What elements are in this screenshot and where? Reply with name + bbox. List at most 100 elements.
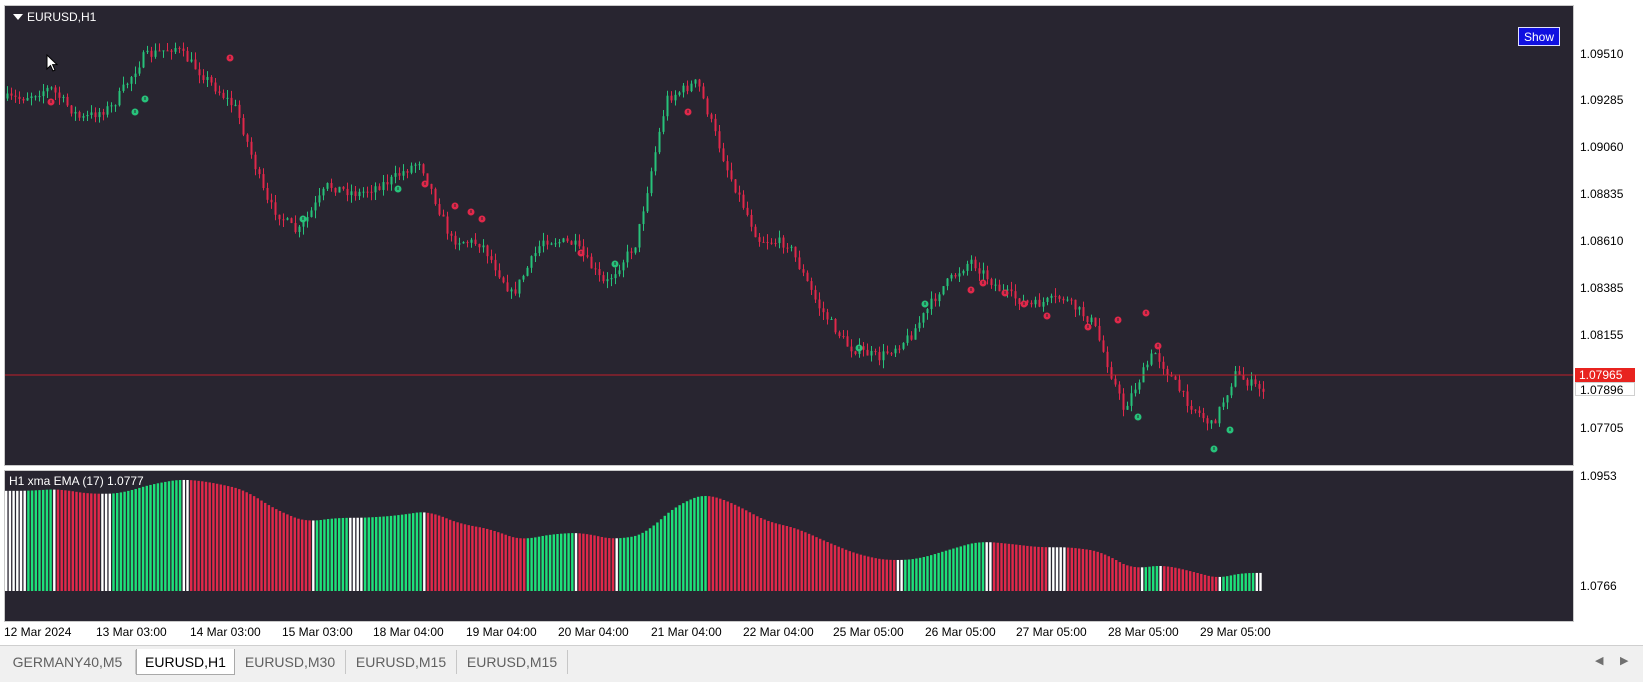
- histogram-bar: [1052, 547, 1055, 591]
- histogram-bar: [493, 531, 496, 591]
- candle: [962, 269, 965, 276]
- candle: [750, 209, 753, 232]
- candle: [1138, 379, 1141, 394]
- histogram-bar: [282, 512, 285, 591]
- histogram-bar: [1026, 545, 1029, 591]
- histogram-bar: [785, 526, 789, 591]
- histogram-bar: [1029, 546, 1033, 591]
- histogram-bar: [589, 534, 592, 591]
- candle: [130, 75, 133, 92]
- histogram-bar: [375, 517, 378, 591]
- candle: [562, 237, 565, 243]
- histogram-bar: [56, 489, 60, 591]
- histogram-bar: [227, 486, 230, 591]
- candle: [362, 187, 365, 198]
- buy-signal-icon: [611, 260, 619, 268]
- scroll-right-icon[interactable]: ▶: [1620, 655, 1629, 667]
- time-axis-label: 13 Mar 03:00: [96, 625, 167, 639]
- candle: [774, 238, 777, 247]
- candle: [166, 42, 169, 52]
- histogram-bar: [1140, 567, 1144, 591]
- candle: [406, 168, 409, 179]
- show-button[interactable]: Show: [1518, 27, 1560, 46]
- histogram-bar: [1233, 574, 1236, 591]
- histogram-bar: [42, 489, 45, 591]
- candle: [798, 250, 801, 270]
- candle: [290, 217, 293, 224]
- candle: [934, 293, 937, 307]
- bid-price-tag: 1.07896: [1575, 382, 1635, 397]
- histogram-bar: [1192, 572, 1196, 591]
- histogram-bar: [449, 519, 452, 591]
- histogram-bar: [815, 537, 818, 591]
- histogram-bar: [981, 542, 985, 591]
- candle: [86, 110, 89, 122]
- histogram-bar: [201, 481, 204, 591]
- candle: [458, 237, 461, 251]
- chart-tab[interactable]: EURUSD,M30: [235, 650, 346, 674]
- candle: [618, 264, 621, 277]
- histogram-bar: [1089, 549, 1092, 591]
- candle: [466, 240, 469, 248]
- sell-signal-icon: [684, 108, 692, 116]
- dropdown-triangle-icon[interactable]: [13, 14, 23, 20]
- candle: [1050, 293, 1053, 304]
- candle: [42, 83, 45, 104]
- histogram-bar: [482, 528, 485, 591]
- histogram-bar: [415, 512, 419, 591]
- candle: [522, 274, 525, 283]
- candle: [1182, 390, 1185, 397]
- histogram-bar: [556, 534, 559, 591]
- candle: [1126, 401, 1129, 410]
- histogram-bar: [626, 537, 629, 591]
- indicator-title: H1 xma EMA (17) 1.0777: [9, 474, 144, 488]
- candle: [14, 89, 17, 103]
- histogram-bar: [571, 533, 574, 591]
- candle: [1114, 375, 1117, 387]
- candle: [722, 142, 725, 163]
- histogram-bar: [774, 523, 777, 591]
- scroll-left-icon[interactable]: ◀: [1595, 655, 1604, 667]
- candle: [834, 318, 837, 335]
- candle: [94, 107, 97, 123]
- histogram-bar: [648, 528, 652, 591]
- candle: [1046, 296, 1049, 306]
- candle: [790, 244, 793, 252]
- histogram-bar: [234, 487, 237, 591]
- histogram-bar: [382, 516, 385, 591]
- candle: [958, 267, 961, 282]
- chart-symbol-title[interactable]: EURUSD,H1: [13, 10, 96, 24]
- histogram-bar: [486, 528, 489, 591]
- indicator-panel[interactable]: H1 xma EMA (17) 1.0777: [4, 470, 1574, 622]
- histogram-bar: [101, 493, 104, 591]
- chart-tab[interactable]: GERMANY40,M5: [0, 650, 136, 674]
- histogram-bar: [1004, 543, 1007, 591]
- histogram-bar: [341, 517, 345, 591]
- candle: [686, 80, 689, 95]
- candle: [554, 238, 557, 248]
- histogram-bar: [1059, 547, 1062, 591]
- candle: [82, 113, 85, 122]
- chart-tab[interactable]: EURUSD,M15: [457, 650, 568, 674]
- candle: [1178, 374, 1181, 393]
- histogram-bar: [319, 520, 322, 591]
- histogram-bar: [460, 523, 463, 591]
- chart-tab[interactable]: EURUSD,H1: [136, 649, 235, 675]
- main-chart[interactable]: EURUSD,H1 Show: [4, 5, 1574, 466]
- candle: [950, 273, 953, 282]
- candle: [6, 86, 9, 101]
- histogram-bar: [674, 507, 678, 591]
- price-axis-label: 1.08610: [1580, 234, 1624, 248]
- histogram-bar: [1248, 573, 1251, 591]
- histogram-bar: [830, 543, 833, 591]
- candle: [874, 348, 877, 356]
- chart-tab[interactable]: EURUSD,M15: [346, 650, 457, 674]
- histogram-bar: [1033, 546, 1036, 591]
- candle: [690, 80, 693, 93]
- candle: [970, 255, 973, 271]
- histogram-bar: [67, 490, 71, 591]
- histogram-bar: [1111, 558, 1114, 591]
- histogram-bar: [156, 483, 160, 591]
- histogram-bar: [1103, 554, 1107, 591]
- candle: [842, 329, 845, 339]
